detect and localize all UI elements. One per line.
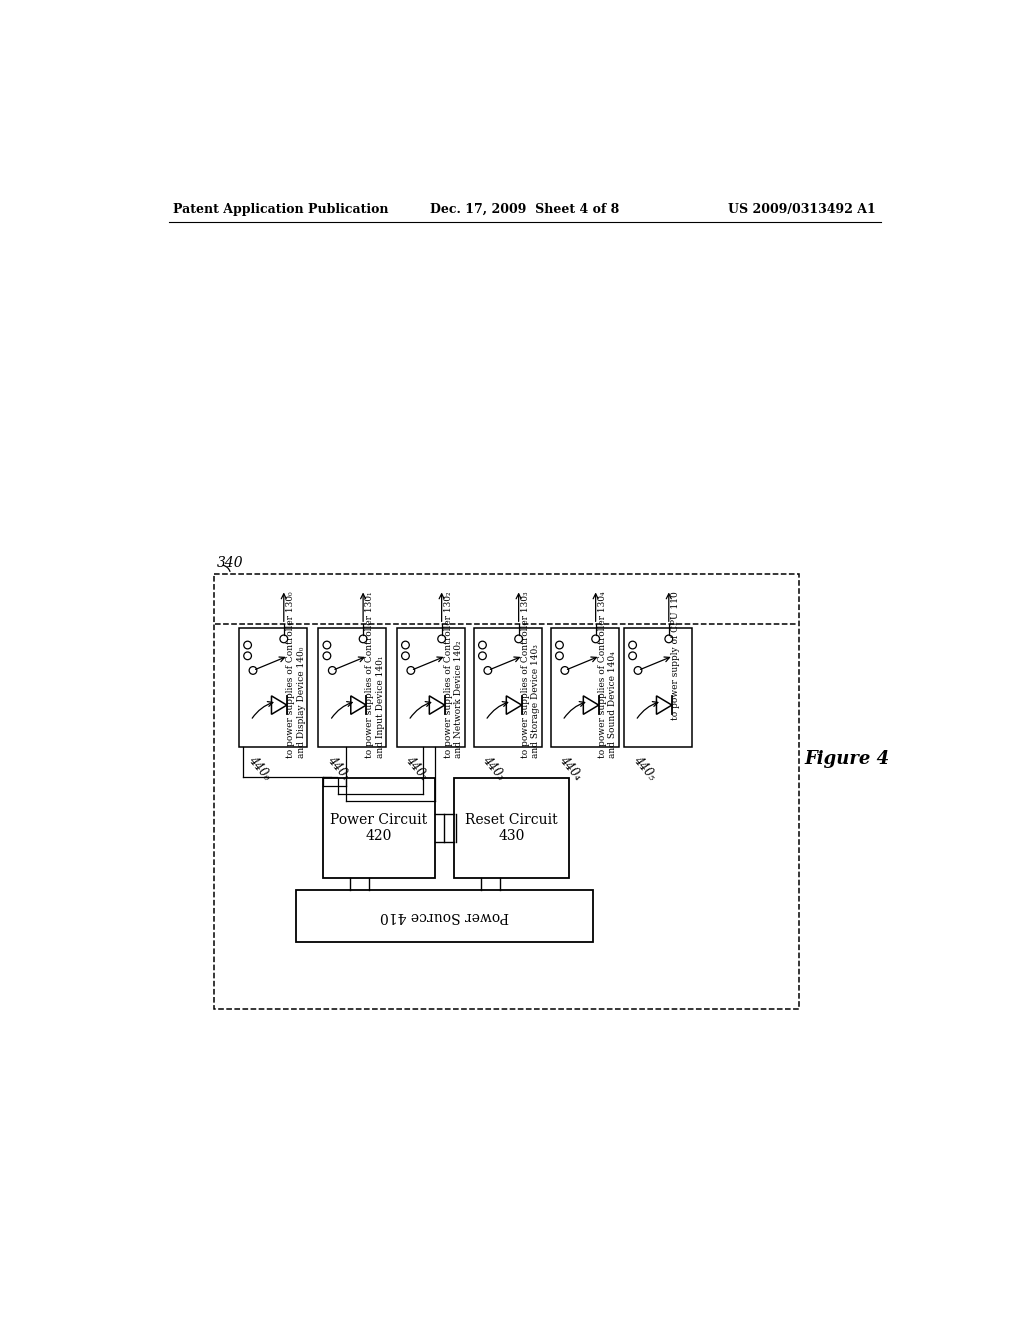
Text: 440₁: 440₁	[325, 754, 352, 783]
Text: to power supplies of Controller 130₃
and Storage Device 140₃: to power supplies of Controller 130₃ and…	[521, 591, 541, 758]
Bar	[625, 628, 692, 747]
Text: 340: 340	[217, 556, 244, 570]
Bar	[318, 628, 386, 747]
Text: 440₃: 440₃	[480, 754, 508, 783]
Text: to power supplies of Controller 130₁
and Input Device 140₁: to power supplies of Controller 130₁ and…	[366, 591, 385, 758]
Text: to power supplies of Controller 130₂
and Network Device 140₂: to power supplies of Controller 130₂ and…	[444, 591, 463, 758]
Text: to power supplies of Controller 130₄
and Sound Device 140₄: to power supplies of Controller 130₄ and…	[598, 591, 617, 758]
Text: Figure 4: Figure 4	[804, 750, 889, 768]
Text: Reset Circuit
430: Reset Circuit 430	[465, 813, 558, 843]
Text: 440₅: 440₅	[631, 754, 657, 783]
Bar	[240, 628, 307, 747]
Text: US 2009/0313492 A1: US 2009/0313492 A1	[728, 203, 876, 216]
Bar	[296, 890, 593, 942]
Bar	[454, 779, 569, 878]
Text: Power Circuit
420: Power Circuit 420	[331, 813, 427, 843]
Text: Patent Application Publication: Patent Application Publication	[173, 203, 388, 216]
Text: 440₄: 440₄	[557, 754, 585, 783]
Bar	[397, 628, 465, 747]
Bar	[323, 779, 435, 878]
Text: to power supply of CPU 110: to power supply of CPU 110	[671, 591, 680, 719]
Text: Dec. 17, 2009  Sheet 4 of 8: Dec. 17, 2009 Sheet 4 of 8	[430, 203, 620, 216]
Bar	[474, 628, 542, 747]
Text: 440₀: 440₀	[246, 754, 272, 783]
Bar	[551, 628, 618, 747]
Bar	[214, 574, 799, 1010]
Text: 440₂: 440₂	[403, 754, 431, 783]
Text: to power supplies of Controller 130₀
and Display Device 140₀: to power supplies of Controller 130₀ and…	[286, 591, 305, 758]
Text: Power Source 410: Power Source 410	[380, 909, 509, 923]
